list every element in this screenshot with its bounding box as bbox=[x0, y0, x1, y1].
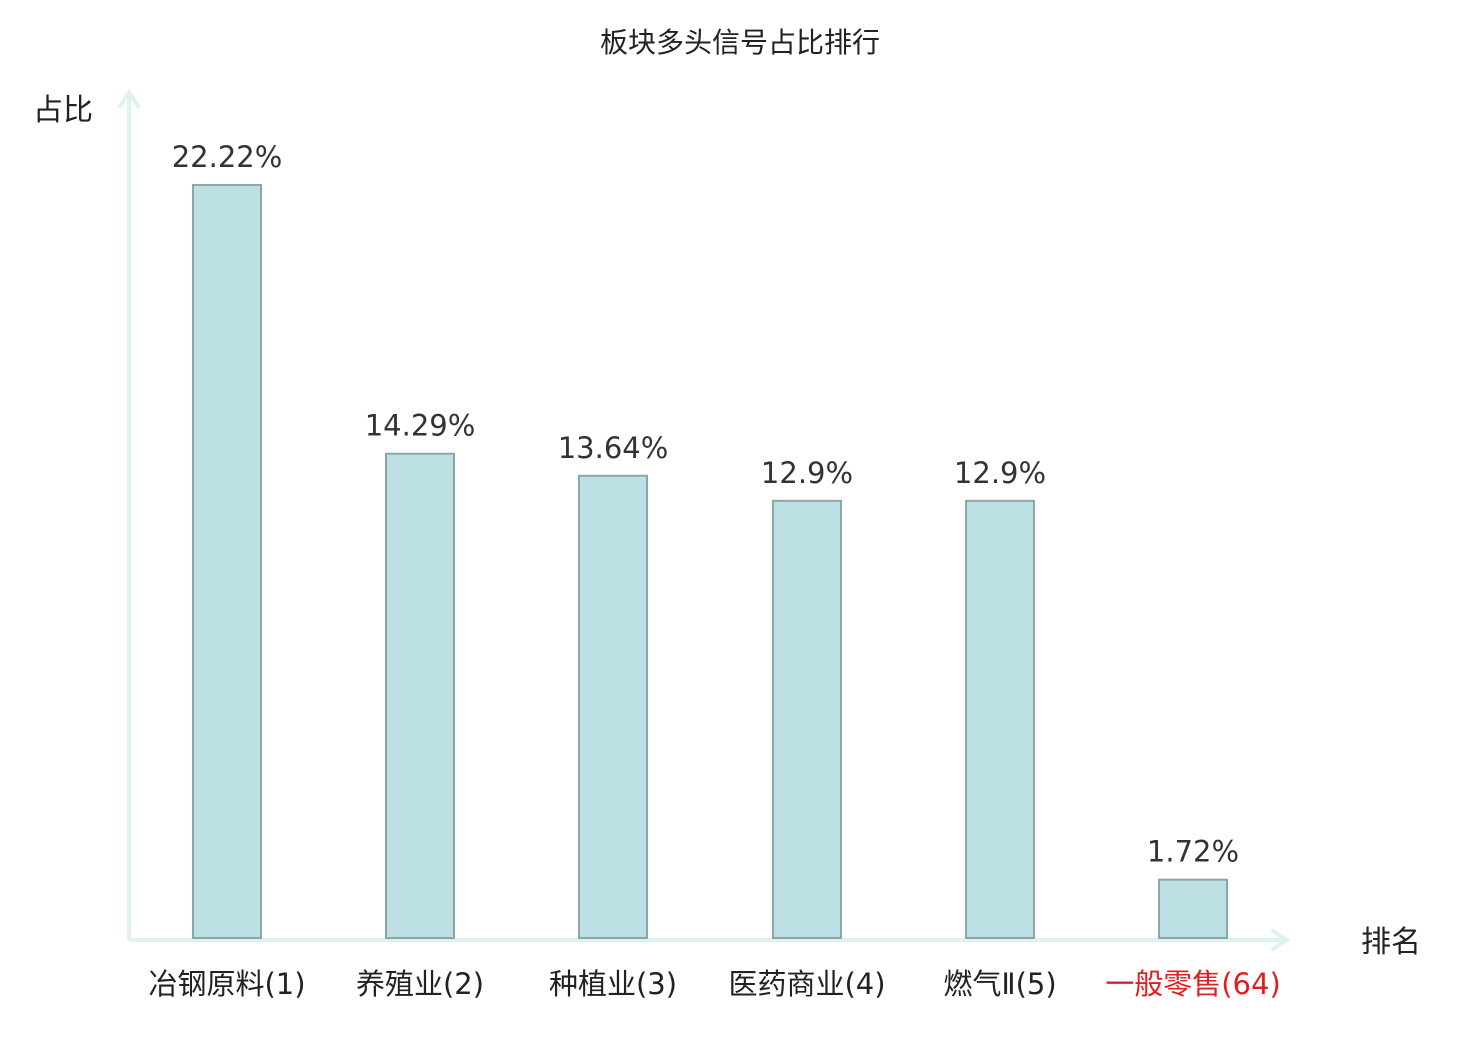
x-axis-arrow bbox=[1269, 928, 1291, 952]
bar bbox=[385, 452, 455, 939]
x-tick-label: 燃气Ⅱ(5) bbox=[943, 967, 1056, 1001]
bar-value-label: 1.72% bbox=[1147, 835, 1239, 869]
y-axis-arrow bbox=[117, 88, 141, 110]
bar-value-label: 12.9% bbox=[761, 456, 853, 490]
x-tick-label: 一般零售(64) bbox=[1105, 967, 1281, 1001]
bar bbox=[578, 474, 648, 939]
bar bbox=[192, 184, 262, 939]
bar-value-label: 14.29% bbox=[365, 409, 476, 443]
chart-title: 板块多头信号占比排行 bbox=[600, 26, 880, 59]
bar bbox=[772, 499, 842, 939]
x-axis-label: 排名 bbox=[1361, 925, 1421, 960]
x-tick-label: 种植业(3) bbox=[549, 967, 677, 1001]
x-tick-label: 医药商业(4) bbox=[728, 967, 885, 1001]
bar-value-label: 12.9% bbox=[954, 456, 1046, 490]
bar-value-label: 13.64% bbox=[558, 431, 669, 465]
x-tick-label: 冶钢原料(1) bbox=[148, 967, 305, 1001]
bar bbox=[1158, 878, 1228, 940]
y-axis-label: 占比 bbox=[33, 93, 93, 128]
x-tick-label: 养殖业(2) bbox=[356, 967, 484, 1001]
bar bbox=[965, 499, 1035, 939]
bars-group: 22.22% 冶钢原料(1) 14.29% 养殖业(2) 13.64% 种植业(3) 12.… bbox=[148, 140, 1280, 1001]
bar-value-label: 22.22% bbox=[172, 140, 283, 174]
